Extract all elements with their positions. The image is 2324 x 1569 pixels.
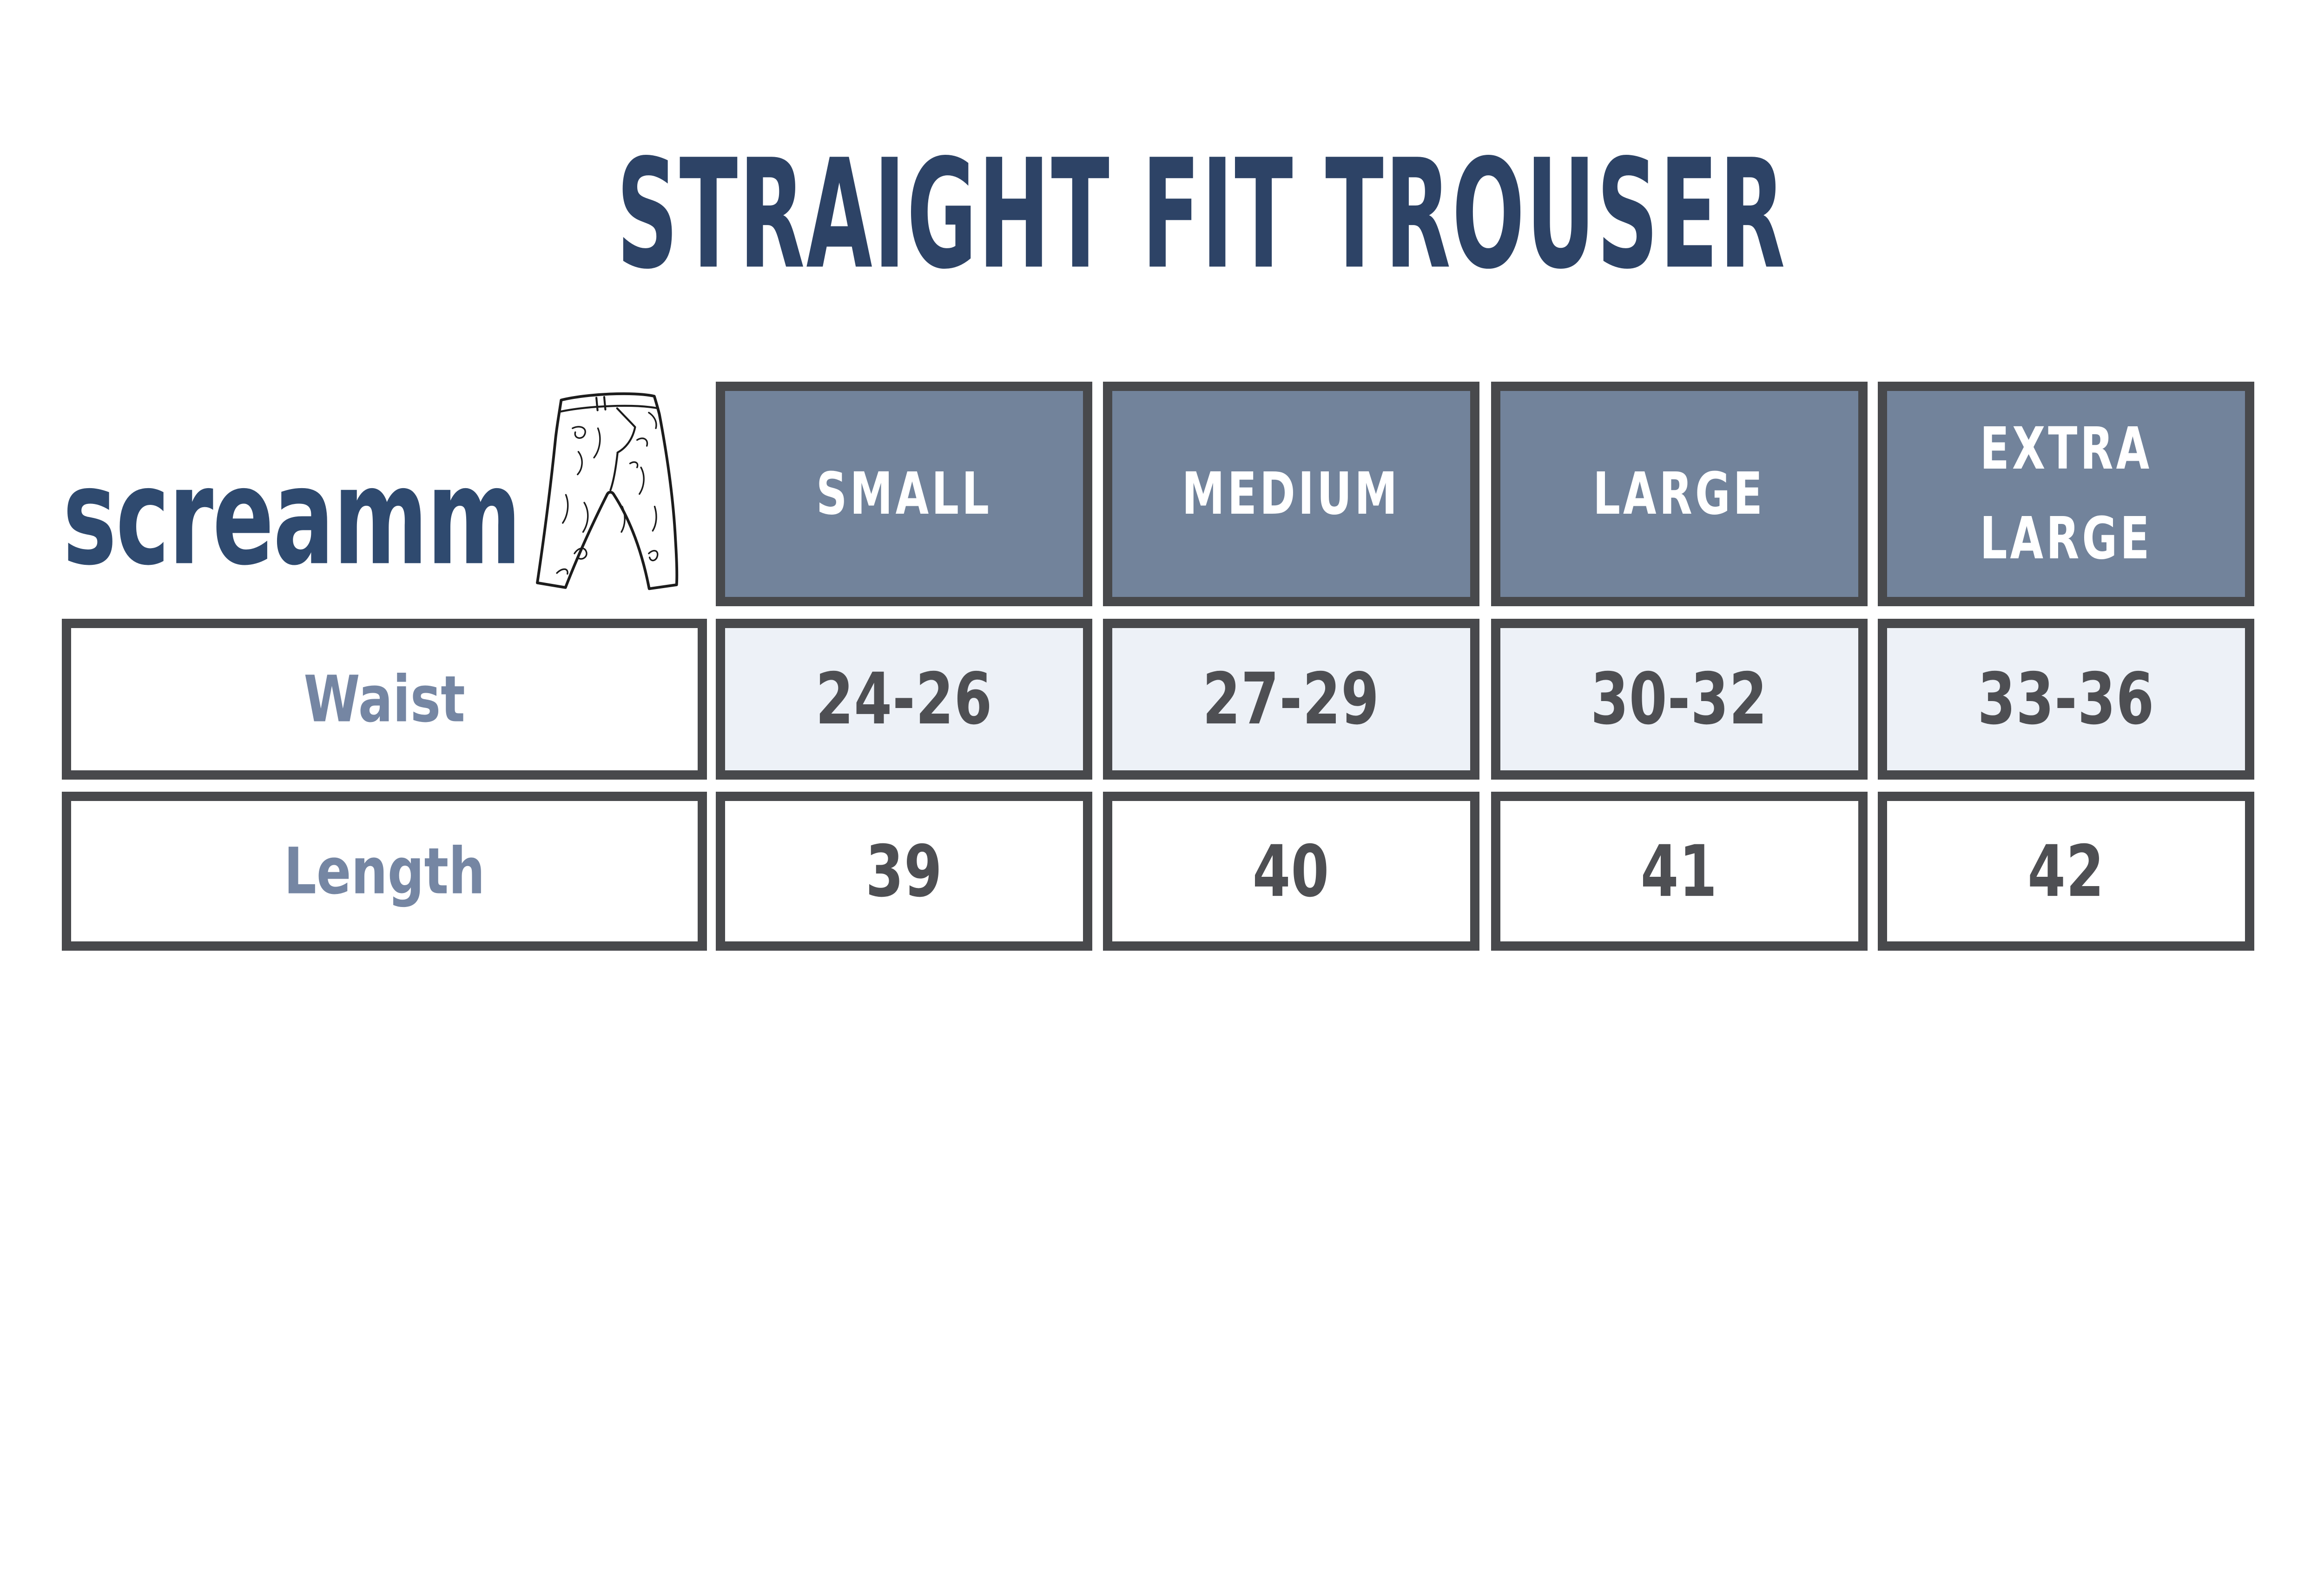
page-title-text: STRAIGHT FIT TROUSER [616, 127, 1787, 303]
column-header-large-label: LARGE [1593, 459, 1765, 528]
size-chart-page: STRAIGHT FIT TROUSER screamm [62, 127, 2324, 951]
length-medium-cell: 40 [1103, 792, 1479, 951]
length-small-cell: 39 [716, 792, 1092, 951]
column-header-extra-large: EXTRA LARGE [1878, 381, 2254, 607]
length-small-value: 39 [865, 830, 943, 913]
row-label-waist: Waist [62, 618, 707, 780]
length-extra-large-cell: 42 [1878, 792, 2254, 951]
brand-logo: screamm [63, 438, 690, 595]
column-header-large: LARGE [1491, 381, 1868, 607]
row-label-length-text: Length [284, 834, 485, 909]
column-header-extra-large-label: EXTRA LARGE [1980, 414, 2152, 573]
waist-small-value: 24-26 [815, 657, 993, 741]
row-label-waist-text: Waist [304, 662, 465, 736]
waist-large-value: 30-32 [1591, 657, 1768, 741]
column-header-small-label: SMALL [816, 459, 992, 528]
column-header-medium: MEDIUM [1103, 381, 1479, 607]
waist-small-cell: 24-26 [716, 618, 1092, 780]
row-label-length: Length [62, 792, 707, 951]
length-large-cell: 41 [1491, 792, 1868, 951]
waist-medium-cell: 27-29 [1103, 618, 1479, 780]
brand-logo-text: screamm [63, 438, 522, 595]
waist-large-cell: 30-32 [1491, 618, 1868, 780]
length-large-value: 41 [1640, 830, 1718, 913]
waist-extra-large-value: 33-36 [1977, 657, 2155, 741]
waist-medium-value: 27-29 [1202, 657, 1380, 741]
column-header-small: SMALL [716, 381, 1092, 607]
page-title: STRAIGHT FIT TROUSER [79, 127, 2324, 303]
length-medium-value: 40 [1252, 830, 1330, 913]
column-header-medium-label: MEDIUM [1182, 459, 1400, 528]
waist-extra-large-cell: 33-36 [1878, 618, 2254, 780]
trouser-icon [536, 392, 679, 590]
length-extra-large-value: 42 [2027, 830, 2105, 913]
